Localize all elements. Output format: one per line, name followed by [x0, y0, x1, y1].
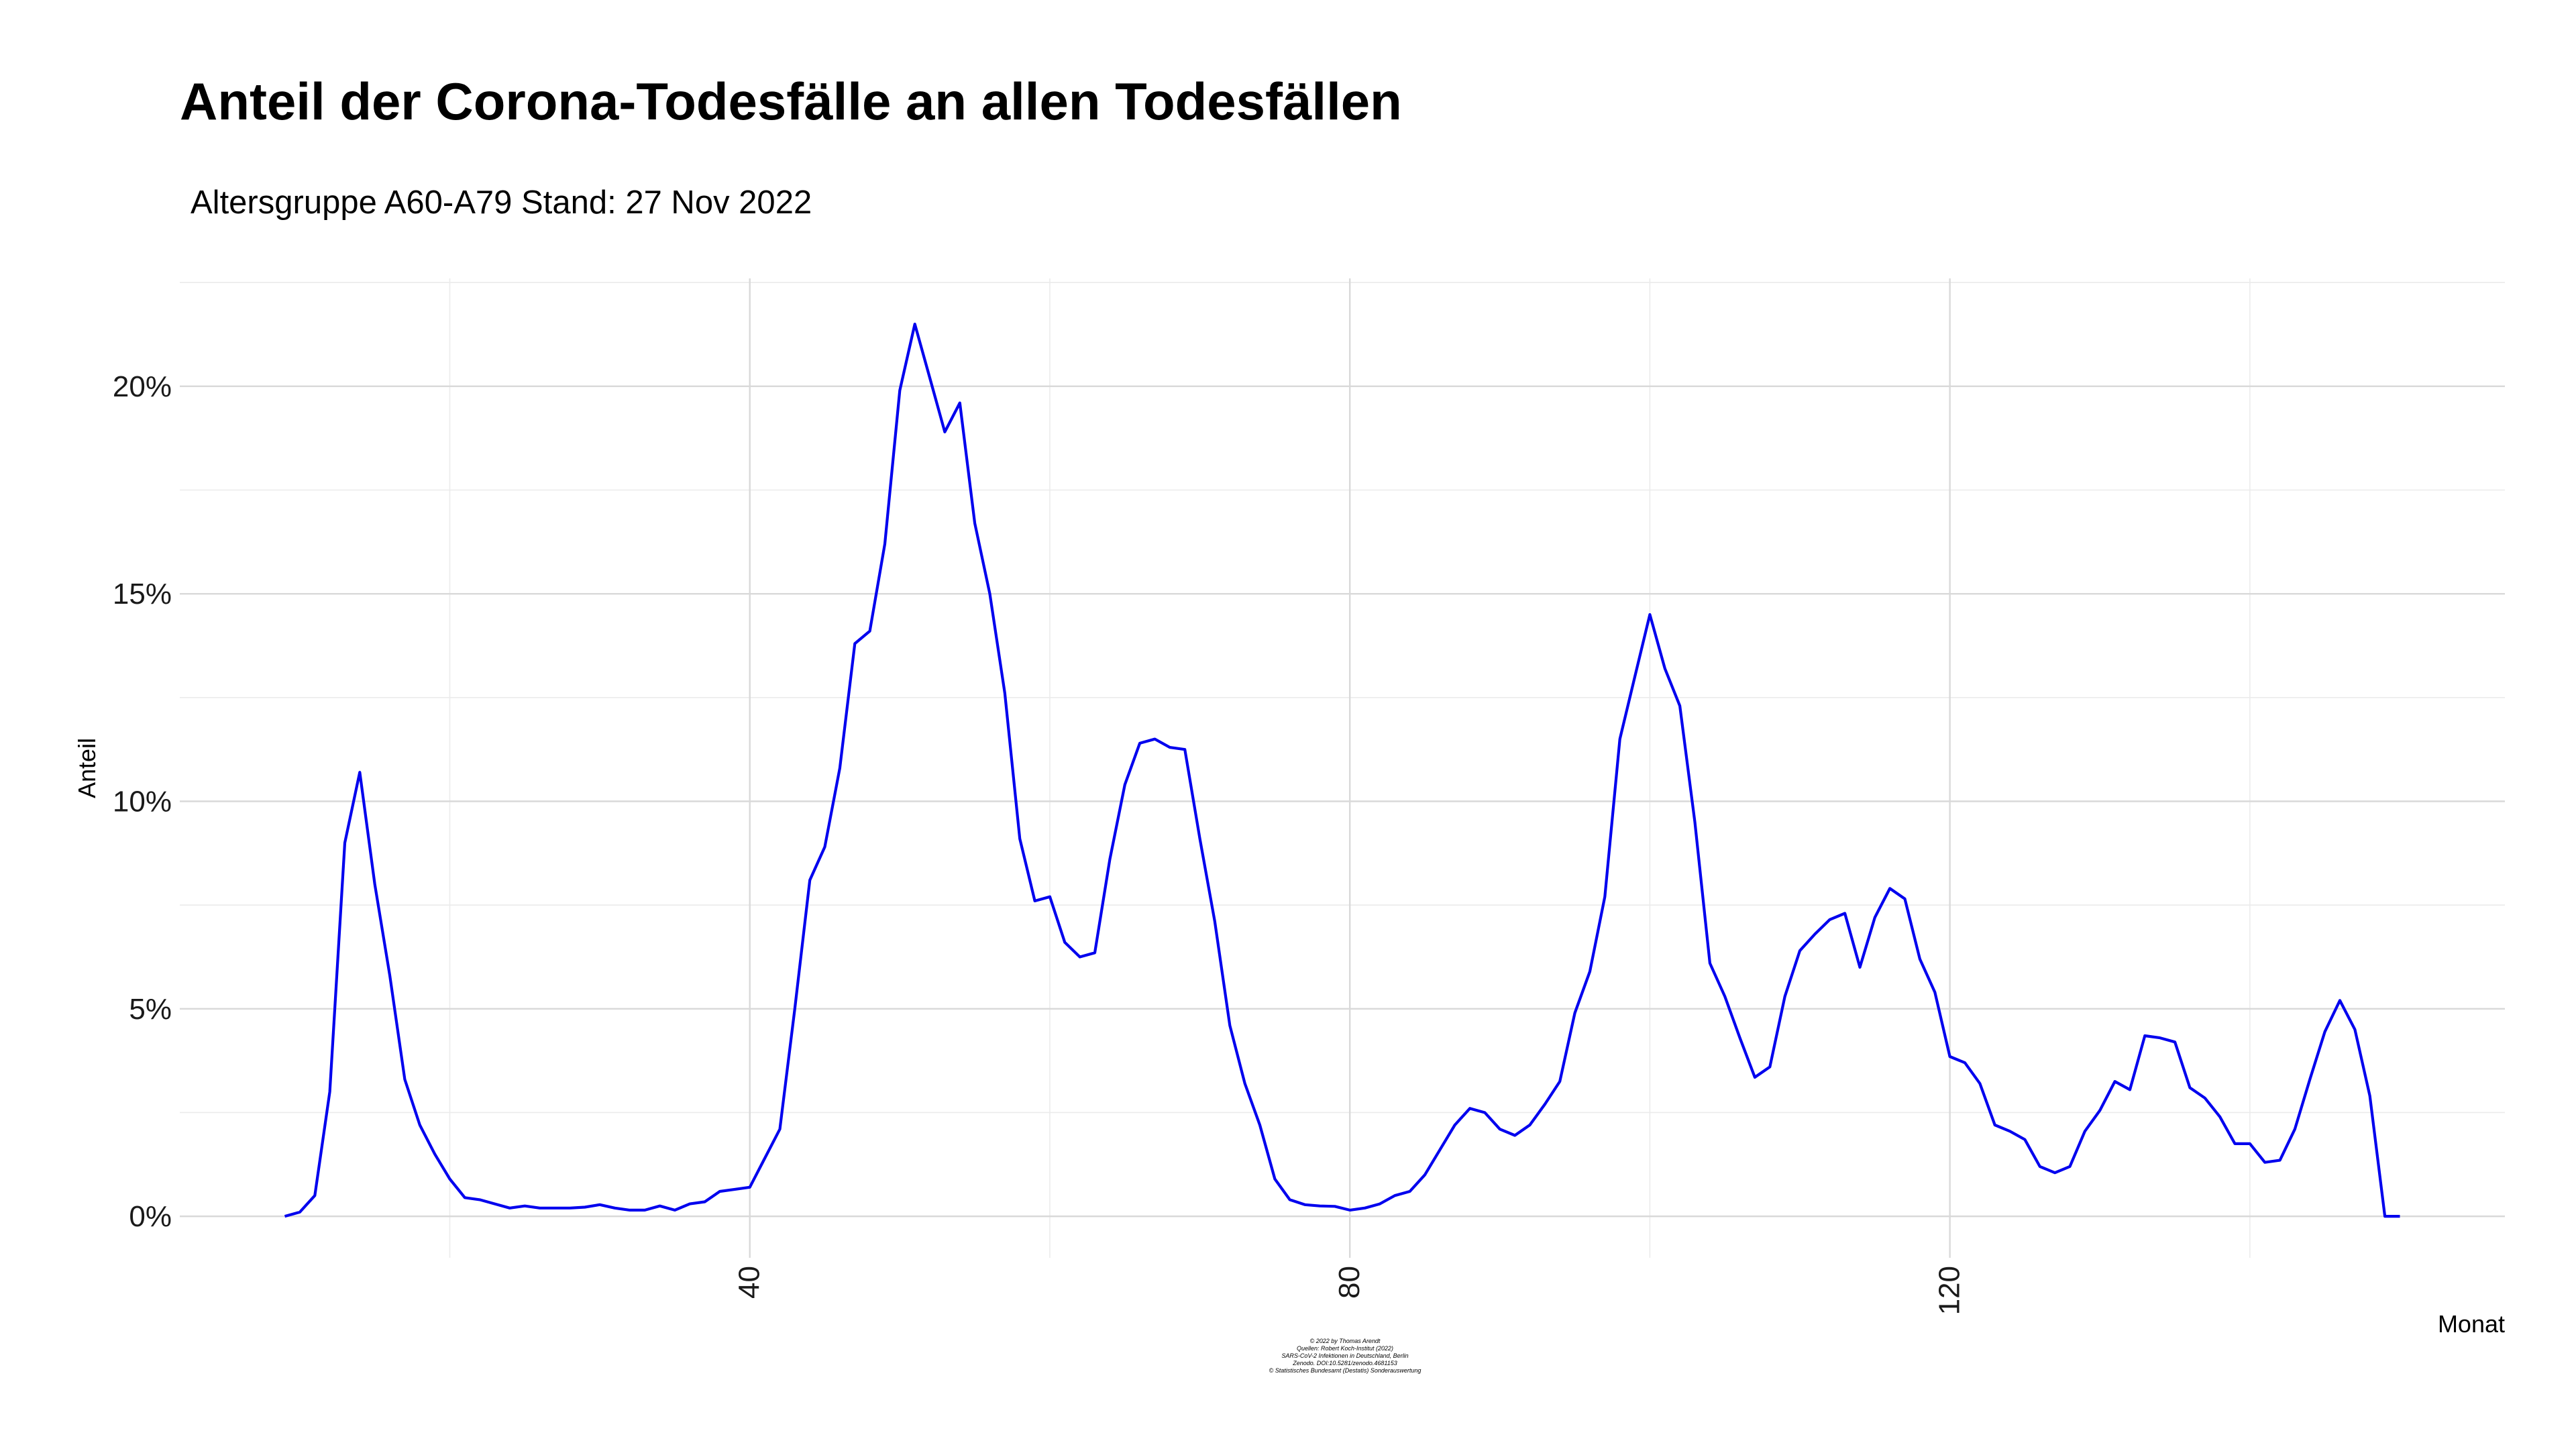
series-line [284, 323, 2400, 1218]
y-axis-label: Anteil [73, 738, 101, 798]
y-tick-label: 15% [113, 578, 172, 610]
grid [180, 278, 2505, 1258]
caption-line: SARS-CoV-2 Infektionen in Deutschland, B… [1281, 1352, 1408, 1359]
y-tick-label: 20% [113, 370, 172, 403]
x-tick-label: 40 [733, 1266, 766, 1299]
y-tick-label: 0% [129, 1200, 172, 1233]
caption-line: © Statistisches Bundesamt (Destatis) Son… [1269, 1367, 1421, 1374]
y-tick-label: 10% [113, 785, 172, 818]
chart-title: Anteil der Corona-Todesfälle an allen To… [180, 72, 1402, 131]
x-tick-label: 80 [1333, 1266, 1366, 1299]
caption-line: Quellen: Robert Koch-Institut (2022) [1297, 1345, 1393, 1352]
x-axis-label: Monat [2438, 1310, 2505, 1338]
caption-line: © 2022 by Thomas Arendt [1310, 1338, 1381, 1344]
y-tick-label: 5% [129, 993, 172, 1026]
x-axis-ticks: 40 80 120 [733, 1266, 1966, 1315]
x-tick-label: 120 [1933, 1266, 1966, 1315]
chart-subtitle: Altersgruppe A60-A79 Stand: 27 Nov 2022 [191, 184, 812, 221]
caption-line: Zenodo. DOI:10.5281/zenodo.4681153 [1292, 1360, 1397, 1366]
y-axis-ticks: 0% 5% 10% 15% 20% [113, 370, 172, 1233]
